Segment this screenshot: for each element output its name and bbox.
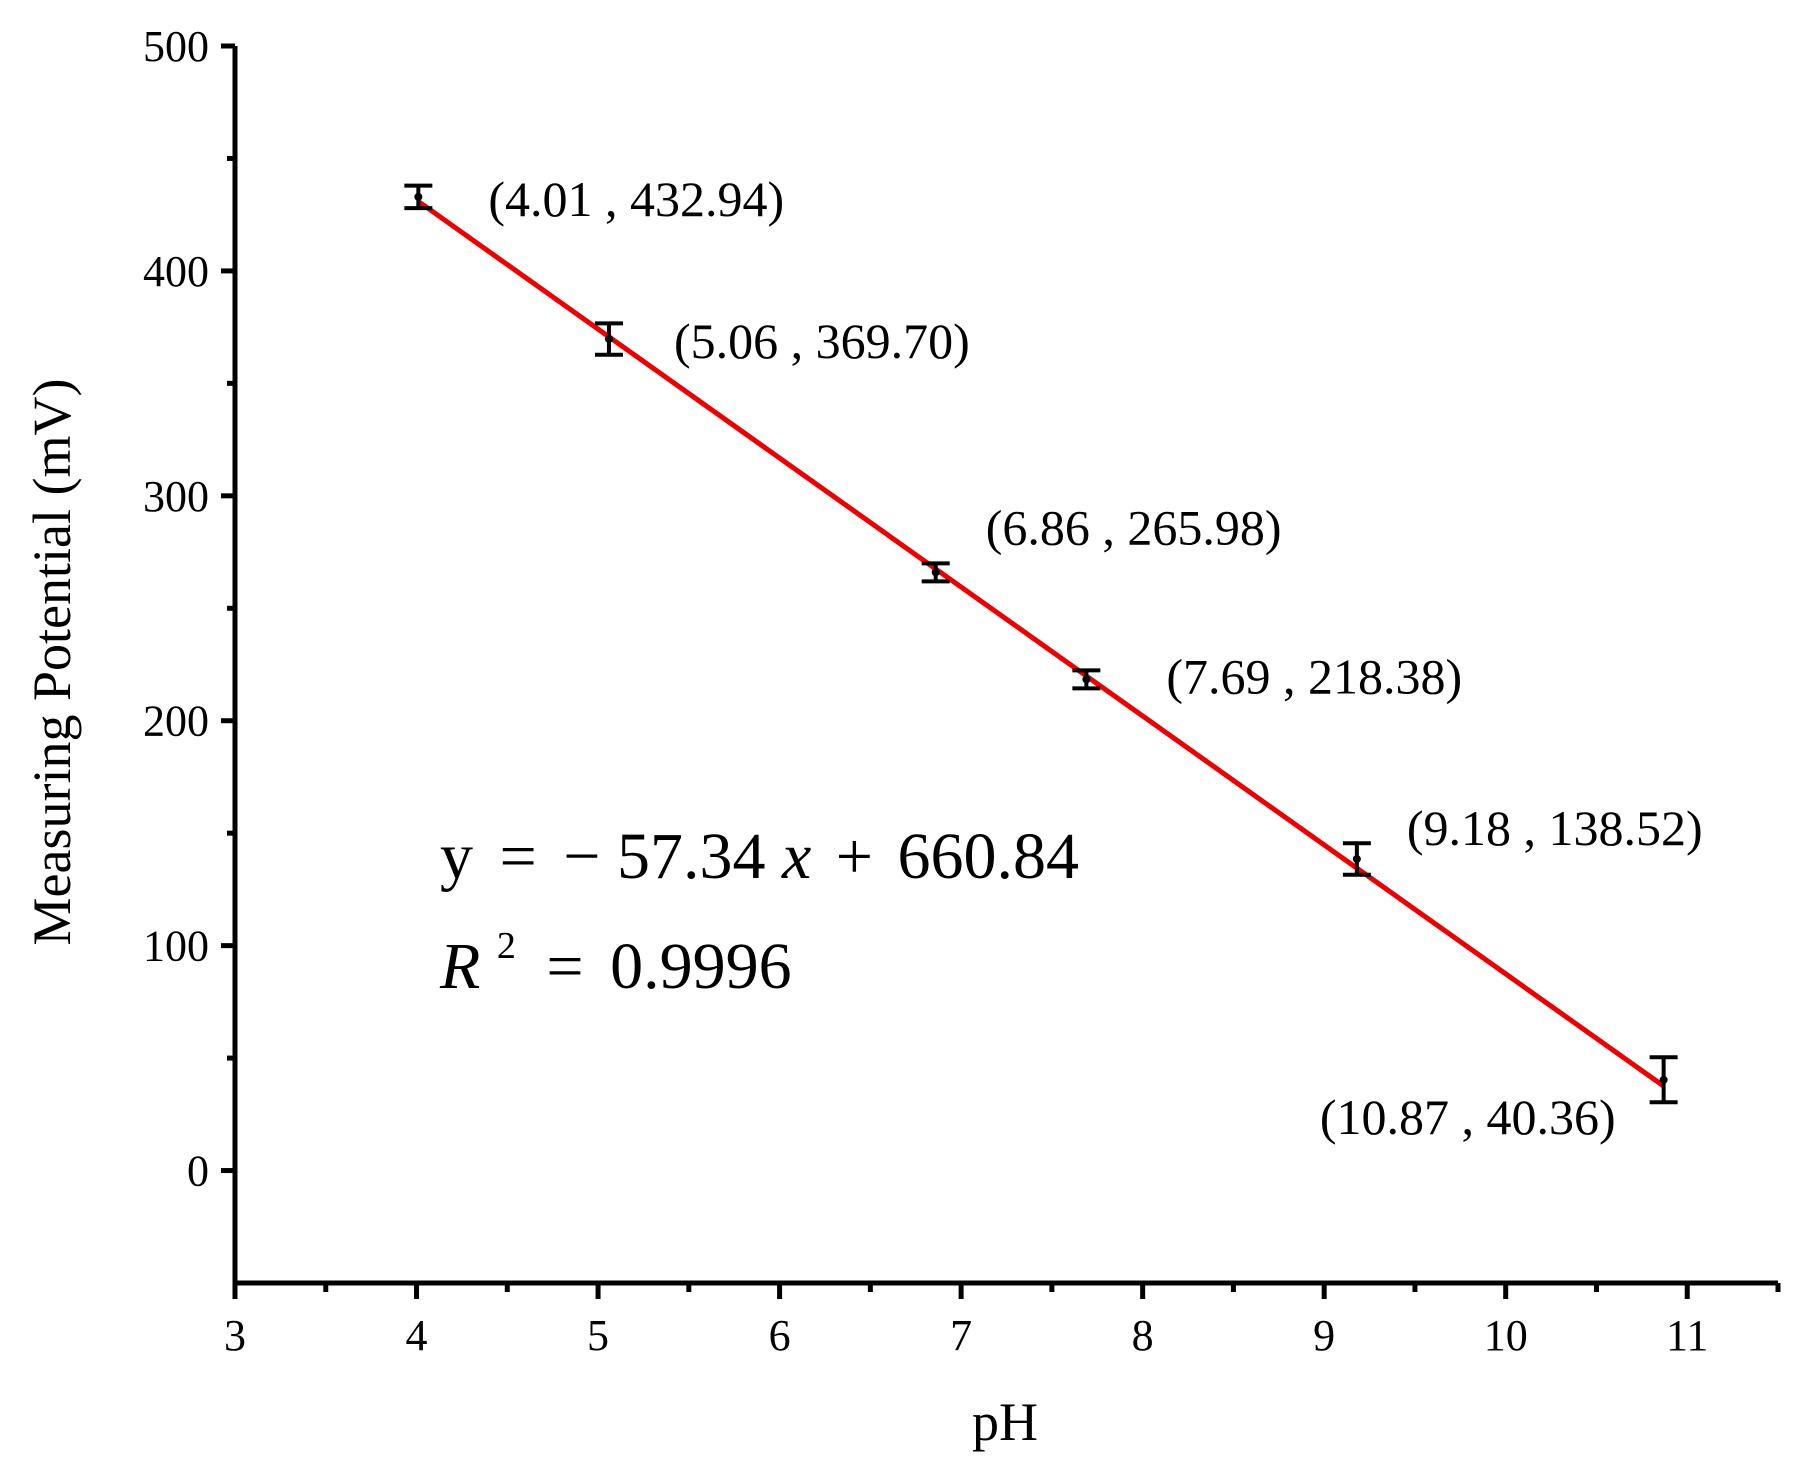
equation-equals: = xyxy=(500,820,537,893)
data-point xyxy=(1342,841,1371,877)
point-labels: (4.01 , 432.94) (5.06 , 369.70) (6.86 , 26… xyxy=(488,171,1702,1145)
y-tick-label: 300 xyxy=(143,472,209,521)
data-point-marker xyxy=(604,335,613,344)
y-tick-label: 200 xyxy=(143,697,209,746)
x-tick-label: 7 xyxy=(950,1311,972,1360)
x-tick-label: 6 xyxy=(769,1311,791,1360)
equation-x: x xyxy=(781,820,811,893)
point-label: (6.86 , 265.98) xyxy=(986,499,1282,555)
data-point xyxy=(1649,1055,1678,1105)
y-axis-title: Measuring Potential (mV) xyxy=(22,379,82,946)
y-tick-label: 0 xyxy=(187,1147,209,1196)
fit-line xyxy=(416,199,1666,1089)
data-point xyxy=(1072,668,1101,691)
y-tick-label: 500 xyxy=(143,22,209,71)
point-label: (5.06 , 369.70) xyxy=(674,313,970,369)
point-label: (4.01 , 432.94) xyxy=(488,171,784,227)
r-squared-value: 0.9996 xyxy=(610,930,792,1003)
fit-equation: y = − 57.34 x + 660.84 xyxy=(440,820,1079,893)
equation-slope: 57.34 xyxy=(617,820,766,893)
x-axis-title: pH xyxy=(972,1392,1038,1452)
data-point-marker xyxy=(1352,855,1361,864)
x-tick-label: 3 xyxy=(224,1311,246,1360)
data-point xyxy=(404,183,433,211)
tick-labels: 0 100 200 300 400 500 3 4 5 6 7 8 9 10 11 xyxy=(143,22,1708,1360)
x-tick-label: 5 xyxy=(587,1311,609,1360)
data-point-marker xyxy=(414,192,423,201)
point-label: (9.18 , 138.52) xyxy=(1407,800,1703,856)
data-point xyxy=(921,561,950,584)
equation-y: y xyxy=(440,820,473,893)
y-tick-label: 400 xyxy=(143,247,209,296)
point-label: (7.69 , 218.38) xyxy=(1166,648,1462,704)
fit-group xyxy=(416,199,1666,1089)
equation-minus: − xyxy=(563,820,600,893)
y-tick-label: 100 xyxy=(143,922,209,971)
equation-intercept: 660.84 xyxy=(898,820,1080,893)
x-tick-label: 11 xyxy=(1666,1311,1708,1360)
r-squared-sup: 2 xyxy=(497,925,516,967)
data-point xyxy=(594,321,623,357)
r-squared-r: R xyxy=(439,930,480,1003)
r-squared-equals: = xyxy=(546,930,583,1003)
x-tick-label: 4 xyxy=(406,1311,428,1360)
equation-plus: + xyxy=(836,820,873,893)
x-tick-label: 10 xyxy=(1484,1311,1528,1360)
x-tick-label: 8 xyxy=(1132,1311,1154,1360)
axes xyxy=(232,46,1778,1286)
data-point-marker xyxy=(931,568,940,577)
error-bars xyxy=(404,183,1678,1105)
ticks xyxy=(221,43,1781,1299)
x-tick-label: 9 xyxy=(1313,1311,1335,1360)
r-squared: R 2 = 0.9996 xyxy=(439,900,792,1003)
point-label: (10.87 , 40.36) xyxy=(1320,1089,1616,1145)
data-point-marker xyxy=(1082,675,1091,684)
data-point-marker xyxy=(1659,1075,1668,1084)
